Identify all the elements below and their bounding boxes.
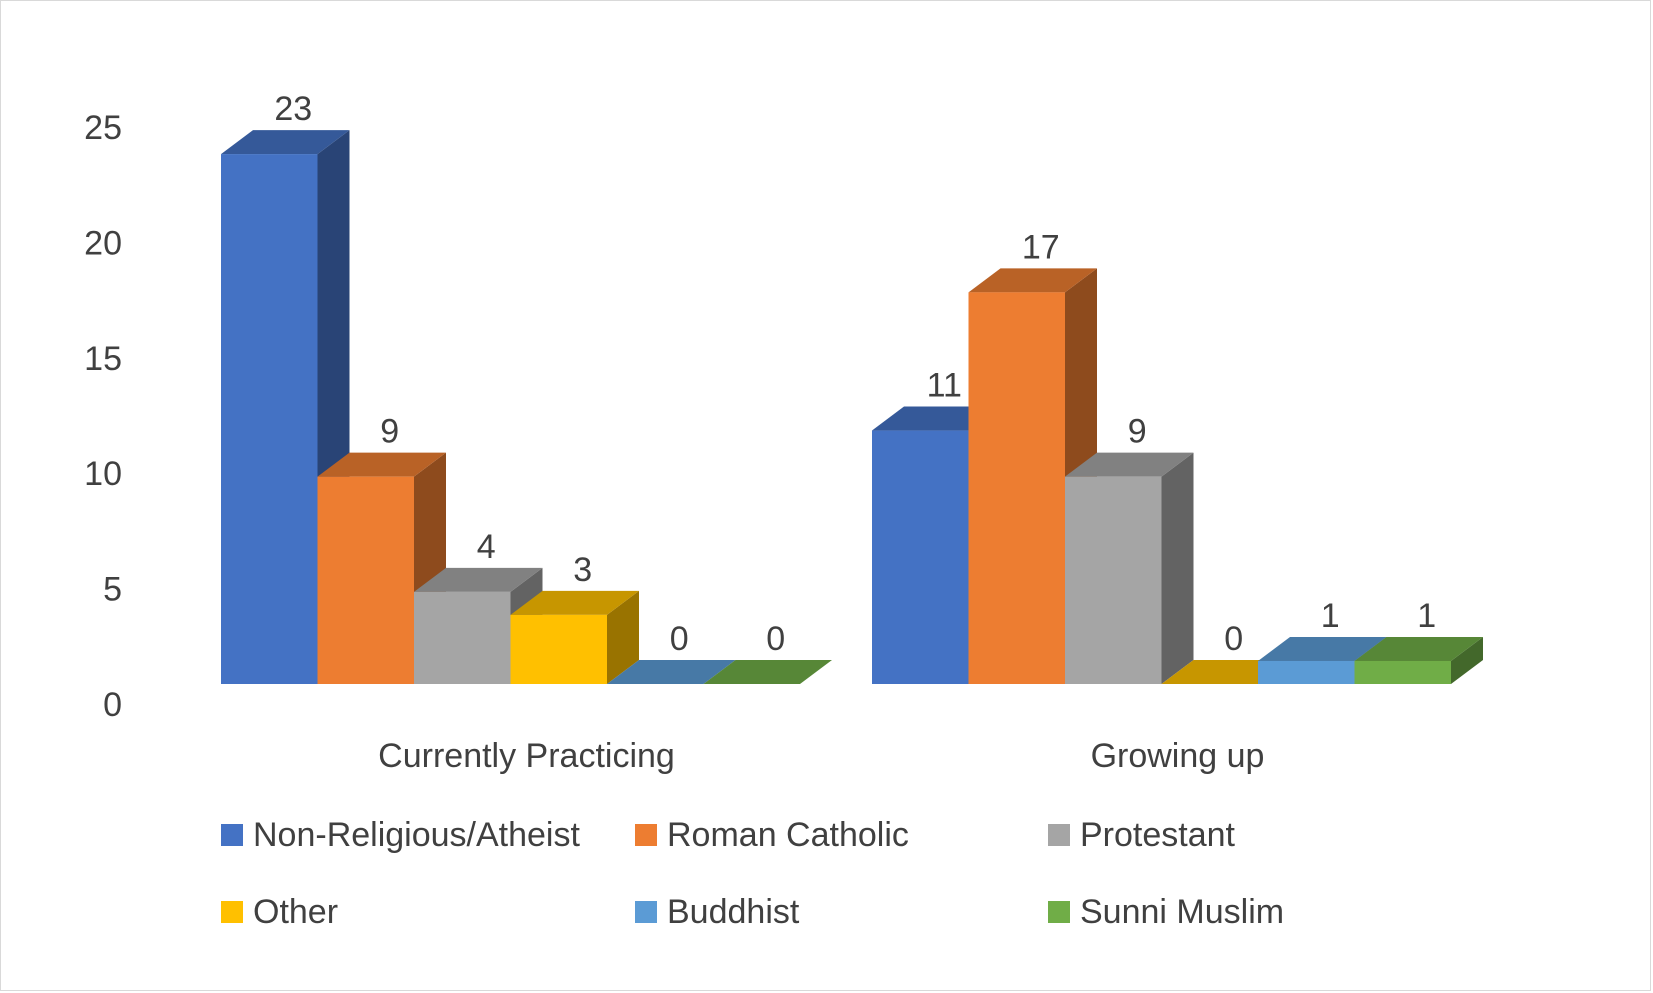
- bar-side-protestant-growing-up: [1161, 452, 1194, 684]
- bar-top-sunni-muslim-growing-up: [1354, 636, 1483, 661]
- bar-side-other-currently-practicing: [607, 590, 639, 684]
- data-label-protestant-currently-practicing: 4: [477, 528, 496, 566]
- bar-protestant-growing-up: [1065, 476, 1162, 684]
- bar-top-roman-catholic-growing-up: [968, 268, 1097, 293]
- category-label-currently-practicing: Currently Practicing: [378, 737, 675, 775]
- y-tick-label: 10: [84, 455, 122, 493]
- y-tick-label: 0: [103, 686, 122, 724]
- bar-other-currently-practicing: [510, 614, 607, 684]
- bar-protestant-currently-practicing: [414, 591, 511, 684]
- y-tick-label: 15: [84, 340, 122, 378]
- data-label-other-currently-practicing: 3: [573, 551, 592, 589]
- bar-top-roman-catholic-currently-practicing: [317, 452, 446, 477]
- data-label-roman-catholic-currently-practicing: 9: [380, 413, 399, 451]
- bar-buddhist-growing-up: [1258, 660, 1355, 684]
- data-label-roman-catholic-growing-up: 17: [1022, 228, 1060, 266]
- bar-top-protestant-currently-practicing: [414, 567, 543, 592]
- data-label-non-religious-atheist-growing-up: 11: [927, 367, 962, 405]
- bar-top-buddhist-currently-practicing: [607, 660, 736, 684]
- data-label-other-growing-up: 0: [1224, 620, 1243, 658]
- bar-top-sunni-muslim-currently-practicing: [703, 660, 832, 684]
- bar-roman-catholic-growing-up: [968, 292, 1065, 684]
- data-label-protestant-growing-up: 9: [1128, 413, 1147, 451]
- bar-sunni-muslim-growing-up: [1354, 660, 1451, 684]
- data-label-sunni-muslim-currently-practicing: 0: [766, 620, 785, 658]
- bar-non-religious-atheist-currently-practicing: [221, 154, 318, 684]
- bar-top-other-growing-up: [1161, 660, 1290, 684]
- category-label-growing-up: Growing up: [1091, 737, 1265, 775]
- bar-side-sunni-muslim-growing-up: [1451, 636, 1483, 684]
- data-label-buddhist-currently-practicing: 0: [670, 620, 689, 658]
- y-tick-label: 20: [84, 224, 122, 262]
- bar-roman-catholic-currently-practicing: [317, 476, 414, 684]
- data-label-non-religious-atheist-currently-practicing: 23: [274, 90, 312, 128]
- y-tick-label: 25: [84, 109, 122, 147]
- bar-top-protestant-growing-up: [1065, 452, 1194, 477]
- bar-top-other-currently-practicing: [510, 590, 639, 615]
- data-label-sunni-muslim-growing-up: 1: [1417, 597, 1436, 635]
- bar-top-buddhist-growing-up: [1258, 636, 1387, 661]
- bar-top-non-religious-atheist-currently-practicing: [221, 130, 350, 155]
- bar-top-non-religious-atheist-growing-up: [872, 406, 1001, 431]
- bar-non-religious-atheist-growing-up: [872, 430, 969, 684]
- data-label-buddhist-growing-up: 1: [1321, 597, 1340, 635]
- y-tick-label: 5: [103, 571, 122, 609]
